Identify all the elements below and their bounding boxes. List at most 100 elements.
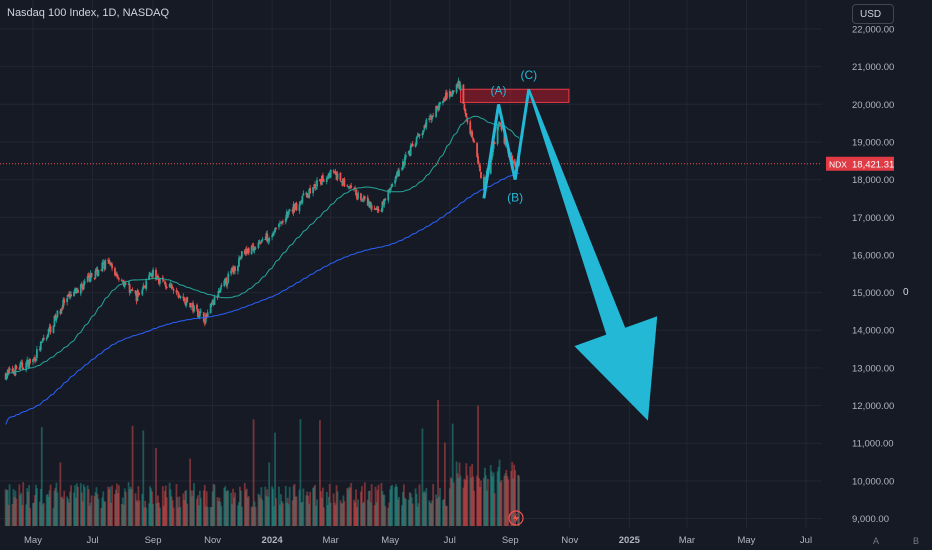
volume-bar bbox=[45, 494, 48, 526]
candle-body bbox=[189, 302, 192, 308]
candle-body bbox=[414, 143, 417, 147]
candle-body bbox=[286, 211, 289, 216]
candle-body bbox=[368, 201, 371, 208]
volume-bar bbox=[53, 490, 56, 526]
candle-body bbox=[452, 90, 455, 92]
candle-body bbox=[266, 233, 269, 242]
candle-body bbox=[295, 203, 298, 211]
candle-body bbox=[437, 107, 439, 111]
candle-body bbox=[29, 359, 31, 364]
lightning-button[interactable] bbox=[508, 510, 524, 526]
volume-bar bbox=[158, 507, 161, 526]
y-tick-label: 9,000.00 bbox=[852, 514, 889, 525]
volume-bar bbox=[61, 496, 64, 526]
candle-body bbox=[62, 299, 65, 308]
candle-body bbox=[390, 186, 393, 188]
candle-body bbox=[61, 307, 64, 309]
candle-body bbox=[425, 119, 428, 128]
candle-body bbox=[143, 285, 146, 287]
volume-bar bbox=[354, 502, 356, 526]
volume-bar bbox=[96, 493, 99, 526]
volume-bar bbox=[471, 463, 474, 526]
y-tick-label: 21,000.00 bbox=[852, 62, 894, 73]
candle-body bbox=[94, 270, 97, 279]
volume-bar bbox=[284, 486, 287, 526]
candle-body bbox=[244, 249, 247, 255]
x-tick-label: Mar bbox=[679, 535, 695, 546]
volume-bar bbox=[510, 470, 513, 526]
candle-body bbox=[312, 187, 315, 194]
volume-bar bbox=[431, 500, 434, 526]
volume-bar bbox=[120, 503, 123, 526]
candle-body bbox=[48, 326, 51, 329]
candle-body bbox=[333, 171, 336, 173]
candle-body bbox=[170, 283, 173, 289]
corner-button-a[interactable]: A bbox=[873, 536, 879, 546]
volume-bar bbox=[396, 486, 398, 526]
volume-bar bbox=[339, 500, 342, 526]
volume-bar bbox=[54, 487, 57, 526]
volume-bar bbox=[21, 505, 24, 526]
candle-body bbox=[219, 287, 222, 293]
candle-body bbox=[417, 134, 420, 136]
candle-body bbox=[470, 132, 473, 135]
volume-bar bbox=[246, 497, 249, 526]
volume-bar bbox=[237, 505, 239, 526]
volume-bar bbox=[114, 494, 116, 526]
volume-bar bbox=[410, 497, 413, 526]
volume-bar bbox=[456, 473, 459, 526]
volume-bar bbox=[288, 486, 291, 526]
candle-body bbox=[301, 195, 304, 203]
volume-bar bbox=[291, 500, 294, 526]
volume-bar bbox=[384, 506, 387, 526]
candle-body bbox=[479, 165, 481, 172]
volume-bar bbox=[389, 489, 392, 526]
candle-body bbox=[254, 247, 257, 249]
candle-body bbox=[203, 322, 206, 324]
candle-body bbox=[325, 178, 328, 182]
volume-bar bbox=[42, 503, 45, 526]
volume-bar bbox=[162, 505, 165, 526]
candle-body bbox=[199, 311, 202, 313]
volume-bar bbox=[457, 477, 460, 526]
candle-body bbox=[41, 338, 44, 341]
grid bbox=[0, 0, 822, 528]
candle-body bbox=[298, 204, 301, 212]
candle-body bbox=[19, 363, 22, 369]
candle-body bbox=[127, 283, 130, 285]
volume-bar bbox=[286, 497, 289, 526]
candle-body bbox=[202, 312, 205, 322]
volume-bar bbox=[210, 507, 213, 526]
candle-body bbox=[86, 276, 89, 282]
volume-bar bbox=[309, 491, 312, 526]
volume-bar bbox=[373, 505, 376, 526]
candle-body bbox=[141, 289, 144, 295]
candle-body bbox=[227, 273, 230, 283]
candle-body bbox=[423, 125, 426, 130]
currency-select[interactable]: USD bbox=[852, 4, 894, 24]
candle-body bbox=[257, 242, 260, 248]
volume-bar bbox=[233, 497, 235, 526]
volume-bar bbox=[134, 493, 137, 526]
volume-bar bbox=[244, 490, 247, 526]
y-tick-label: 13,000.00 bbox=[852, 363, 894, 374]
candle-body bbox=[114, 268, 116, 276]
corner-button-b[interactable]: B bbox=[913, 536, 919, 546]
candle-body bbox=[67, 294, 70, 297]
volume-bar bbox=[478, 477, 480, 526]
candle-body bbox=[245, 249, 248, 254]
volume-bar bbox=[367, 491, 370, 526]
volume-bar bbox=[6, 489, 9, 526]
volume-bar bbox=[411, 503, 414, 526]
candle-body bbox=[240, 251, 243, 258]
volume-bar bbox=[68, 502, 71, 526]
volume-bar bbox=[226, 490, 229, 526]
volume-bar bbox=[388, 502, 391, 526]
candle-body bbox=[135, 292, 138, 302]
volume-bar bbox=[401, 505, 403, 526]
candle-body bbox=[421, 133, 424, 136]
volume-bar bbox=[190, 490, 193, 526]
candle-body bbox=[402, 161, 404, 170]
candle-body bbox=[313, 184, 315, 187]
